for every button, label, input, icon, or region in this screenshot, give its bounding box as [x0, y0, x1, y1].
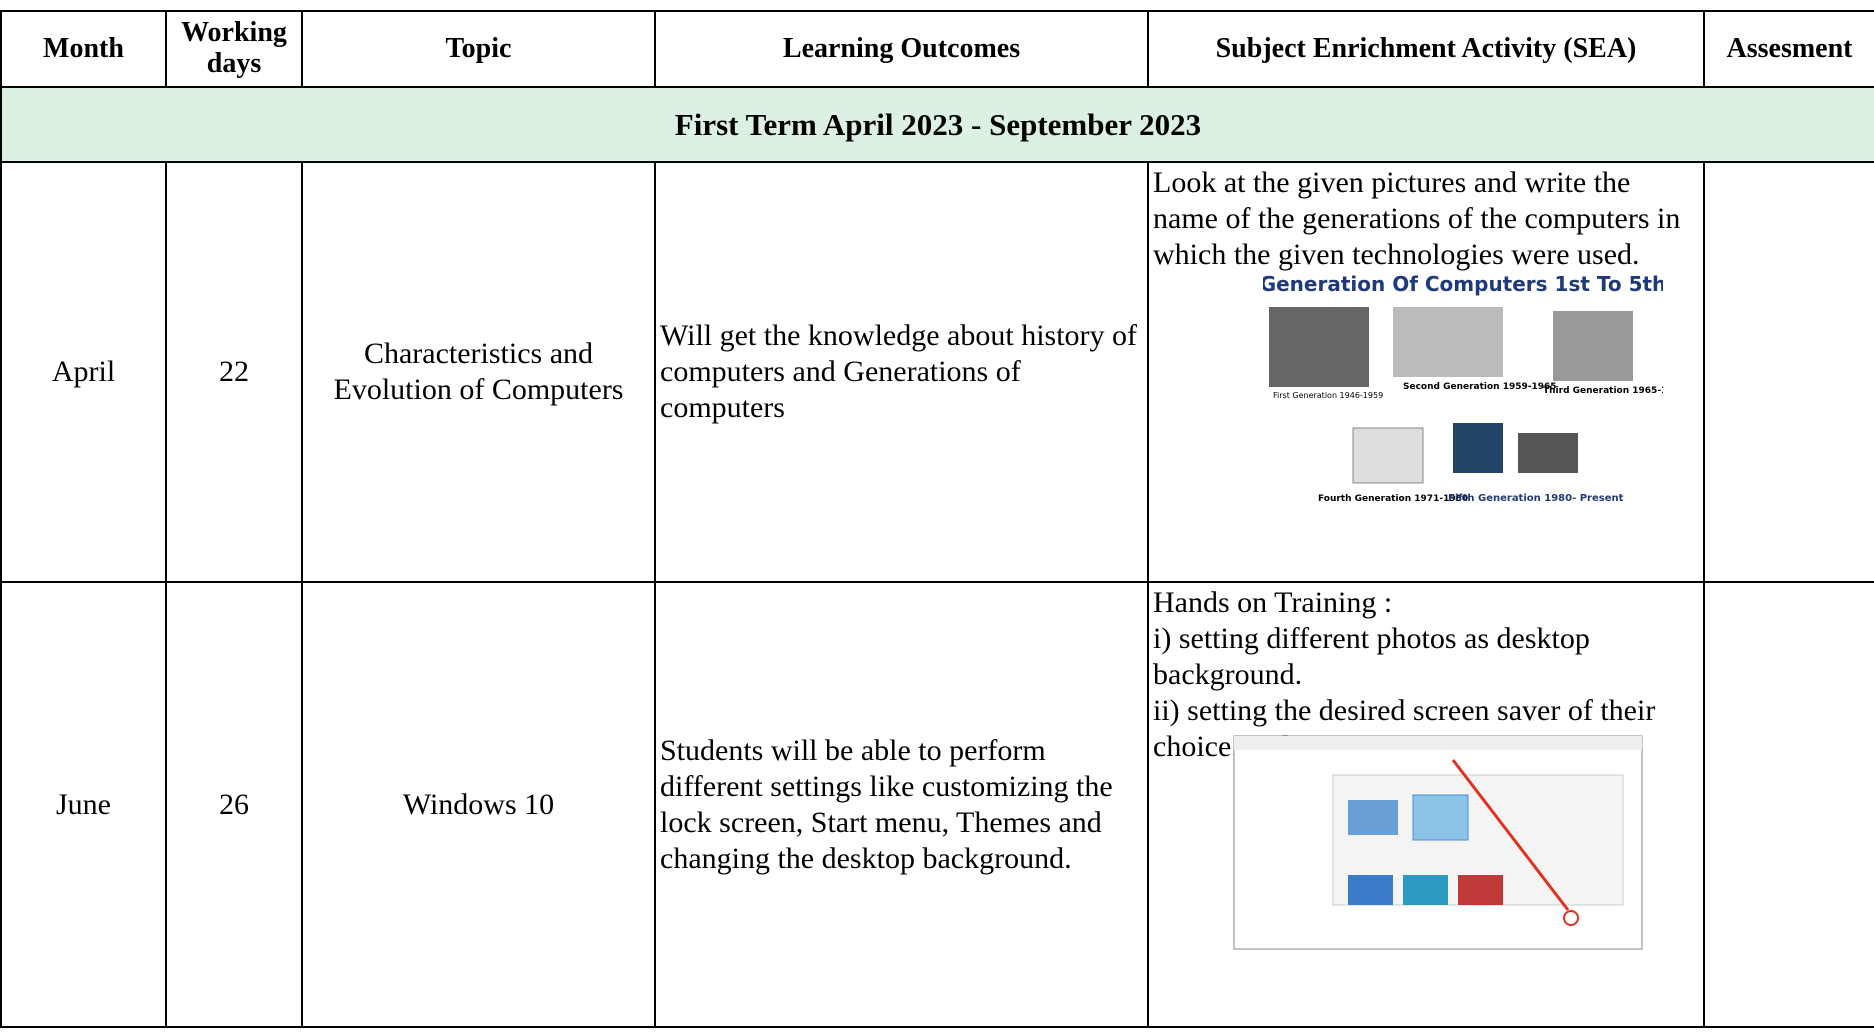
photo [1553, 311, 1633, 381]
title-bar [1234, 736, 1642, 750]
topic: Windows 10 [301, 581, 656, 1028]
generations-image: Generation Of Computers 1st To 5th First… [1263, 273, 1663, 504]
learning-outcomes: Will get the knowledge about history of … [654, 161, 1149, 583]
sea-line: Look at the given pictures and write the… [1153, 166, 1681, 271]
caption: Fifth Generation 1980- Present [1448, 493, 1624, 504]
theme [1412, 794, 1469, 841]
section-title: First Term April 2023 - September 2023 [0, 86, 1874, 163]
sea-line: i) setting different photos as desktop b… [1153, 622, 1590, 691]
caption: Second Generation 1959-1965 [1403, 382, 1557, 392]
theme [1348, 875, 1393, 905]
caption: First Generation 1946-1959 [1273, 391, 1383, 400]
theme [1458, 875, 1503, 905]
photo [1453, 423, 1503, 473]
section-row: First Term April 2023 - September 2023 [0, 86, 1874, 163]
month: June [0, 581, 167, 1028]
arrow [1451, 759, 1570, 911]
row: April 22 Characteristics and Evolution o… [0, 161, 1874, 583]
header-cell: Assesment [1703, 10, 1874, 88]
theme [1403, 875, 1448, 905]
sea: Look at the given pictures and write the… [1147, 161, 1705, 583]
working-days: 26 [165, 581, 303, 1028]
header-cell: Subject Enrichment Activity (SEA) [1147, 10, 1705, 88]
marker [1563, 910, 1579, 926]
row: June 26 Windows 10 Students will be able… [0, 581, 1874, 1028]
photo [1352, 427, 1424, 484]
image-title: Generation Of Computers 1st To 5th [1263, 273, 1663, 296]
header-row: Month Working days Topic Learning Outcom… [0, 10, 1874, 88]
photo [1518, 433, 1578, 473]
settings-screenshot [1233, 735, 1643, 950]
plan-table: Month Working days Topic Learning Outcom… [0, 10, 1874, 1028]
working-days: 22 [165, 161, 303, 583]
header-cell: Topic [301, 10, 656, 88]
assessment [1703, 161, 1874, 583]
photo [1393, 307, 1503, 377]
assessment [1703, 581, 1874, 1028]
header-cell: Learning Outcomes [654, 10, 1149, 88]
sea-line: Hands on Training : [1153, 586, 1393, 619]
caption: Fourth Generation 1971-1980 [1318, 494, 1468, 504]
header-cell: Month [0, 10, 167, 88]
month: April [0, 161, 167, 583]
learning-outcomes: Students will be able to perform differe… [654, 581, 1149, 1028]
sea: Hands on Training : i) setting different… [1147, 581, 1705, 1028]
theme [1348, 800, 1398, 835]
caption: Third Generation 1965-1971 [1543, 386, 1663, 396]
header-cell: Working days [165, 10, 303, 88]
photo [1269, 307, 1369, 387]
topic: Characteristics and Evolution of Compute… [301, 161, 656, 583]
